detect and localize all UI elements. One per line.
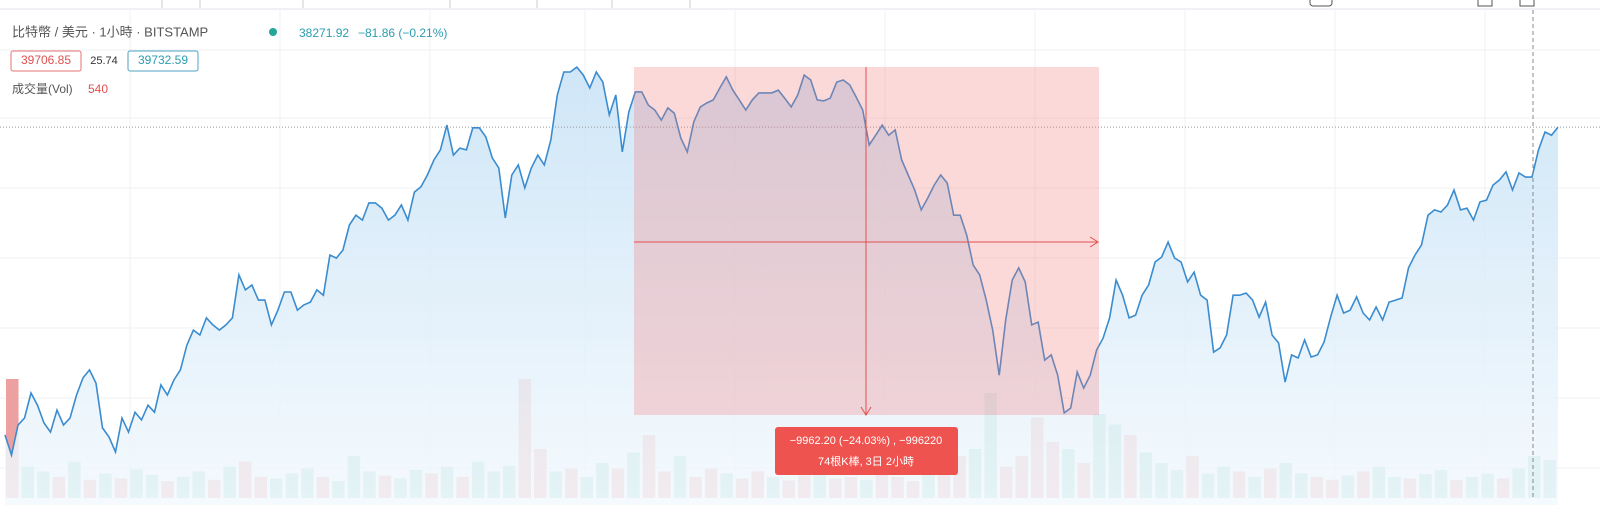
measure-label: 74根K棒, 3日 2小時 (818, 454, 914, 468)
price-layer (0, 65, 1600, 505)
measure-tool[interactable]: −9962.20 (−24.03%) , −996220 74根K棒, 3日 2… (634, 67, 1099, 475)
sell-box[interactable] (10, 50, 82, 72)
bid-price: 39706.85 (21, 53, 71, 67)
status-dot (269, 28, 277, 36)
price-line (4, 65, 1559, 459)
buy-box[interactable] (127, 50, 199, 72)
measure-label-box (775, 427, 958, 475)
last-price: 38271.92 (299, 26, 349, 40)
measure-label: −9962.20 (−24.03%) , −996220 (790, 435, 943, 447)
toolbar-button[interactable] (1519, 0, 1535, 7)
toolbar-button[interactable] (1309, 0, 1333, 7)
arrow-head (1089, 236, 1099, 248)
price-change: −81.86 (−0.21%) (358, 26, 447, 40)
symbol-title[interactable]: 比特幣 / 美元 · 1小時 · BITSTAMP (12, 24, 208, 39)
arrow-head (860, 406, 872, 416)
spread: 25.74 (90, 55, 118, 67)
volume-title[interactable]: 成交量(Vol) (12, 81, 73, 96)
ask-price: 39732.59 (138, 53, 188, 67)
legend: 比特幣 / 美元 · 1小時 · BITSTAMP 38271.92 −81.8… (10, 24, 447, 96)
volume-value: 540 (88, 82, 108, 96)
price-area (5, 67, 1558, 505)
toolbar-button[interactable] (1477, 0, 1493, 7)
top-toolbar (0, 0, 1600, 10)
